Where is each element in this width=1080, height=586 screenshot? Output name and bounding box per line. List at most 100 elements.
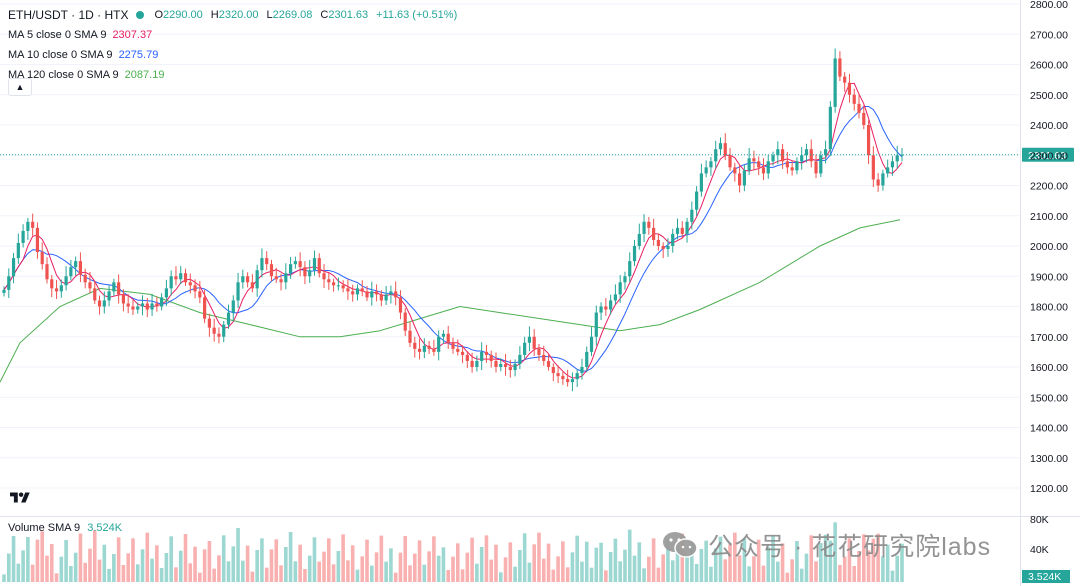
volume-bar (561, 541, 565, 582)
candle-body (733, 167, 737, 174)
candle-body (862, 112, 866, 125)
volume-bar (498, 572, 503, 582)
ma120-label: MA 120 close 0 SMA 9 (8, 69, 119, 81)
collapse-legend-button[interactable]: ▲ (8, 78, 32, 96)
candle-body (690, 209, 694, 222)
volume-bar (895, 555, 900, 582)
volume-bar (518, 550, 522, 582)
volume-bar (527, 562, 532, 582)
volume-bar (403, 536, 408, 582)
candle-body (513, 363, 517, 371)
candle-body (551, 367, 555, 374)
candle-body (241, 276, 245, 283)
price-tick-label: 1400.00 (1030, 423, 1068, 435)
indicator-ma120[interactable]: MA 120 close 0 SMA 9 2087.19 (8, 65, 461, 85)
low-value: 2269.08 (272, 9, 313, 21)
indicator-ma10[interactable]: MA 10 close 0 SMA 9 2275.79 (8, 45, 461, 65)
price-tick-label: 1300.00 (1030, 453, 1068, 465)
volume-bar (752, 556, 756, 582)
candle-body (785, 161, 789, 168)
candle-body (886, 167, 890, 174)
candle-body (145, 303, 149, 310)
close-label: C (320, 9, 329, 21)
volume-bar (795, 541, 799, 582)
candle-body (589, 336, 594, 352)
volume-bar (885, 544, 890, 582)
candle-body (269, 264, 274, 277)
volume-bar (604, 570, 608, 582)
volume-bar (307, 555, 312, 582)
candle-body (432, 348, 436, 352)
candle-body (355, 288, 360, 295)
volume-bar (202, 549, 207, 582)
volume-bar (556, 556, 560, 582)
candle-body (542, 354, 546, 361)
volume-bar (92, 530, 97, 582)
candle-body (102, 300, 106, 307)
volume-bar (226, 561, 231, 582)
volume-bar (828, 540, 833, 582)
candle-body (456, 348, 460, 352)
candle-body (852, 94, 856, 104)
candle-body (360, 288, 364, 292)
volume-bar (69, 566, 73, 582)
volume-bar (804, 553, 809, 582)
candle-body (140, 303, 145, 307)
volume-axis[interactable]: 80K 40K 3.524K (1022, 514, 1070, 583)
volume-bar (537, 532, 541, 582)
volume-bar (465, 552, 470, 582)
volume-bar (221, 535, 226, 582)
volume-bar (398, 552, 403, 582)
volume-bar (484, 535, 489, 582)
volume-bar (231, 546, 236, 582)
wechat-icon (663, 532, 698, 558)
volume-bar (847, 538, 852, 582)
volume-bar (756, 539, 761, 582)
volume-bar (369, 565, 374, 582)
indicator-ma5[interactable]: MA 5 close 0 SMA 9 2307.37 (8, 25, 461, 45)
price-tick-label: 2500.00 (1030, 90, 1068, 102)
candle-body (666, 246, 670, 250)
volume-bar (661, 554, 665, 582)
volume-bar (417, 540, 422, 582)
candle-body (680, 227, 684, 234)
candle-body (857, 103, 861, 113)
volume-bar (236, 528, 240, 582)
volume-bar (102, 544, 107, 582)
candle-body (766, 161, 770, 174)
candle-body (341, 285, 345, 289)
candle-body (561, 376, 565, 380)
candle-body (881, 173, 885, 186)
candle-body (374, 291, 379, 295)
tradingview-logo-icon[interactable] (10, 490, 30, 506)
volume-bar (728, 544, 732, 582)
volume-bar (393, 572, 398, 582)
volume-bar (284, 547, 288, 582)
candle-body (88, 282, 92, 289)
last-price-label: 2301.63 (1028, 150, 1066, 162)
volume-bar (818, 543, 823, 582)
candle-body (675, 227, 680, 234)
volume-bar (322, 551, 326, 582)
candle-body (74, 261, 78, 268)
candle-body (647, 221, 651, 228)
volume-bar (680, 533, 685, 582)
ma-10-path (3, 106, 903, 372)
candle-body (97, 300, 102, 307)
price-tick-label: 1900.00 (1030, 271, 1068, 283)
symbol-label[interactable]: ETH/USDT · 1D · HTX (8, 8, 129, 22)
volume-bar (546, 543, 551, 582)
candle-body (819, 155, 823, 174)
volume-bar (40, 531, 45, 582)
candle-body (188, 282, 192, 286)
volume-bar (799, 568, 804, 582)
volume-bar (150, 558, 154, 582)
volume-bar (809, 535, 814, 582)
volume-bar (704, 540, 708, 582)
volume-bar (298, 544, 302, 582)
candle-body (217, 333, 221, 337)
volume-bar (589, 567, 594, 582)
volume-legend[interactable]: Volume SMA 9 3.524K (8, 522, 122, 534)
